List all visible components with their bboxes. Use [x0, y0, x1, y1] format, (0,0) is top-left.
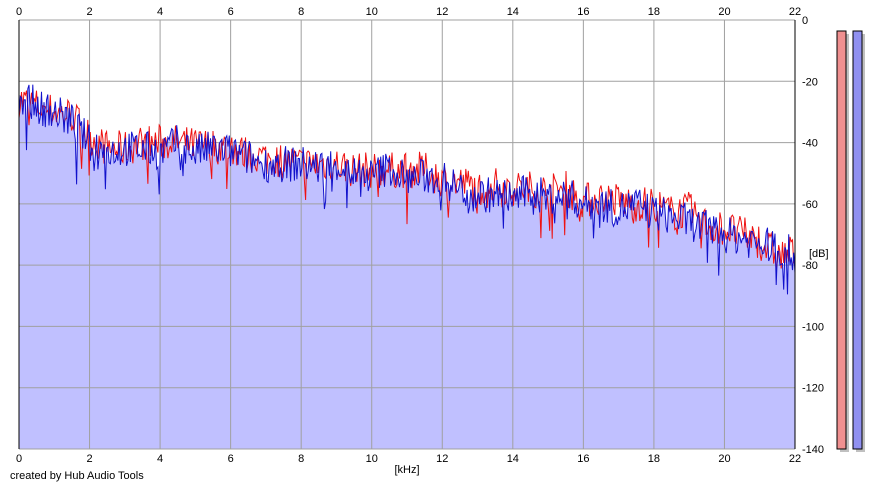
- y-tick-label: -40: [802, 138, 818, 150]
- y-tick-label: -20: [802, 76, 818, 88]
- plot-frame: [18, 20, 796, 449]
- x-tick-label: 0: [16, 453, 22, 465]
- y-tick-label: -80: [802, 260, 818, 272]
- x-tick-label-top: 4: [157, 6, 163, 18]
- y-tick-label: -140: [802, 444, 824, 456]
- x-tick-label-top: 12: [436, 6, 448, 18]
- x-axis-ticks: 0 2 4 6 8 10 12 14 16 18 20 22: [16, 453, 801, 465]
- x-tick-label: 18: [648, 453, 660, 465]
- x-axis-ticks-top: 0 2 4 6 8 10 12 14 16 18 20 22: [16, 6, 801, 18]
- x-tick-label-top: 8: [298, 6, 304, 18]
- x-tick-label-top: 20: [718, 6, 730, 18]
- spectrum-fill: [19, 84, 795, 449]
- x-tick-label-top: 0: [16, 6, 22, 18]
- level-meter-left: [836, 30, 847, 450]
- y-axis-ticks: 0 -20 -40 -60 -80 -100 -120 -140: [802, 15, 824, 456]
- spectrum-series: [18, 84, 796, 295]
- y-tick-label: -120: [802, 383, 824, 395]
- series-right-line: [18, 84, 796, 295]
- x-tick-label-top: 6: [228, 6, 234, 18]
- x-tick-label-top: 16: [577, 6, 589, 18]
- x-tick-label-top: 2: [86, 6, 92, 18]
- y-tick-label: -100: [802, 321, 824, 333]
- x-tick-label: 16: [577, 453, 589, 465]
- x-tick-label: 22: [789, 453, 801, 465]
- x-tick-label: 8: [298, 453, 304, 465]
- x-tick-label: 20: [718, 453, 730, 465]
- y-tick-label: 0: [802, 15, 808, 27]
- x-tick-label: 12: [436, 453, 448, 465]
- x-axis-label: [kHz]: [394, 464, 419, 476]
- x-tick-label-top: 14: [507, 6, 519, 18]
- credit-caption: created by Hub Audio Tools: [10, 470, 144, 482]
- x-tick-label: 2: [86, 453, 92, 465]
- y-axis-label: [dB]: [809, 248, 829, 260]
- spectrum-fill-area: [19, 84, 795, 449]
- level-meter-right: [852, 30, 863, 450]
- x-tick-label-top: 10: [366, 6, 378, 18]
- x-tick-label: 6: [228, 453, 234, 465]
- x-tick-label: 4: [157, 453, 163, 465]
- x-tick-label: 10: [366, 453, 378, 465]
- level-meters: [836, 30, 865, 452]
- x-tick-label-top: 18: [648, 6, 660, 18]
- series-left-line: [18, 90, 796, 270]
- x-tick-label-top: 22: [789, 6, 801, 18]
- x-tick-label: 14: [507, 453, 519, 465]
- y-tick-label: -60: [802, 199, 818, 211]
